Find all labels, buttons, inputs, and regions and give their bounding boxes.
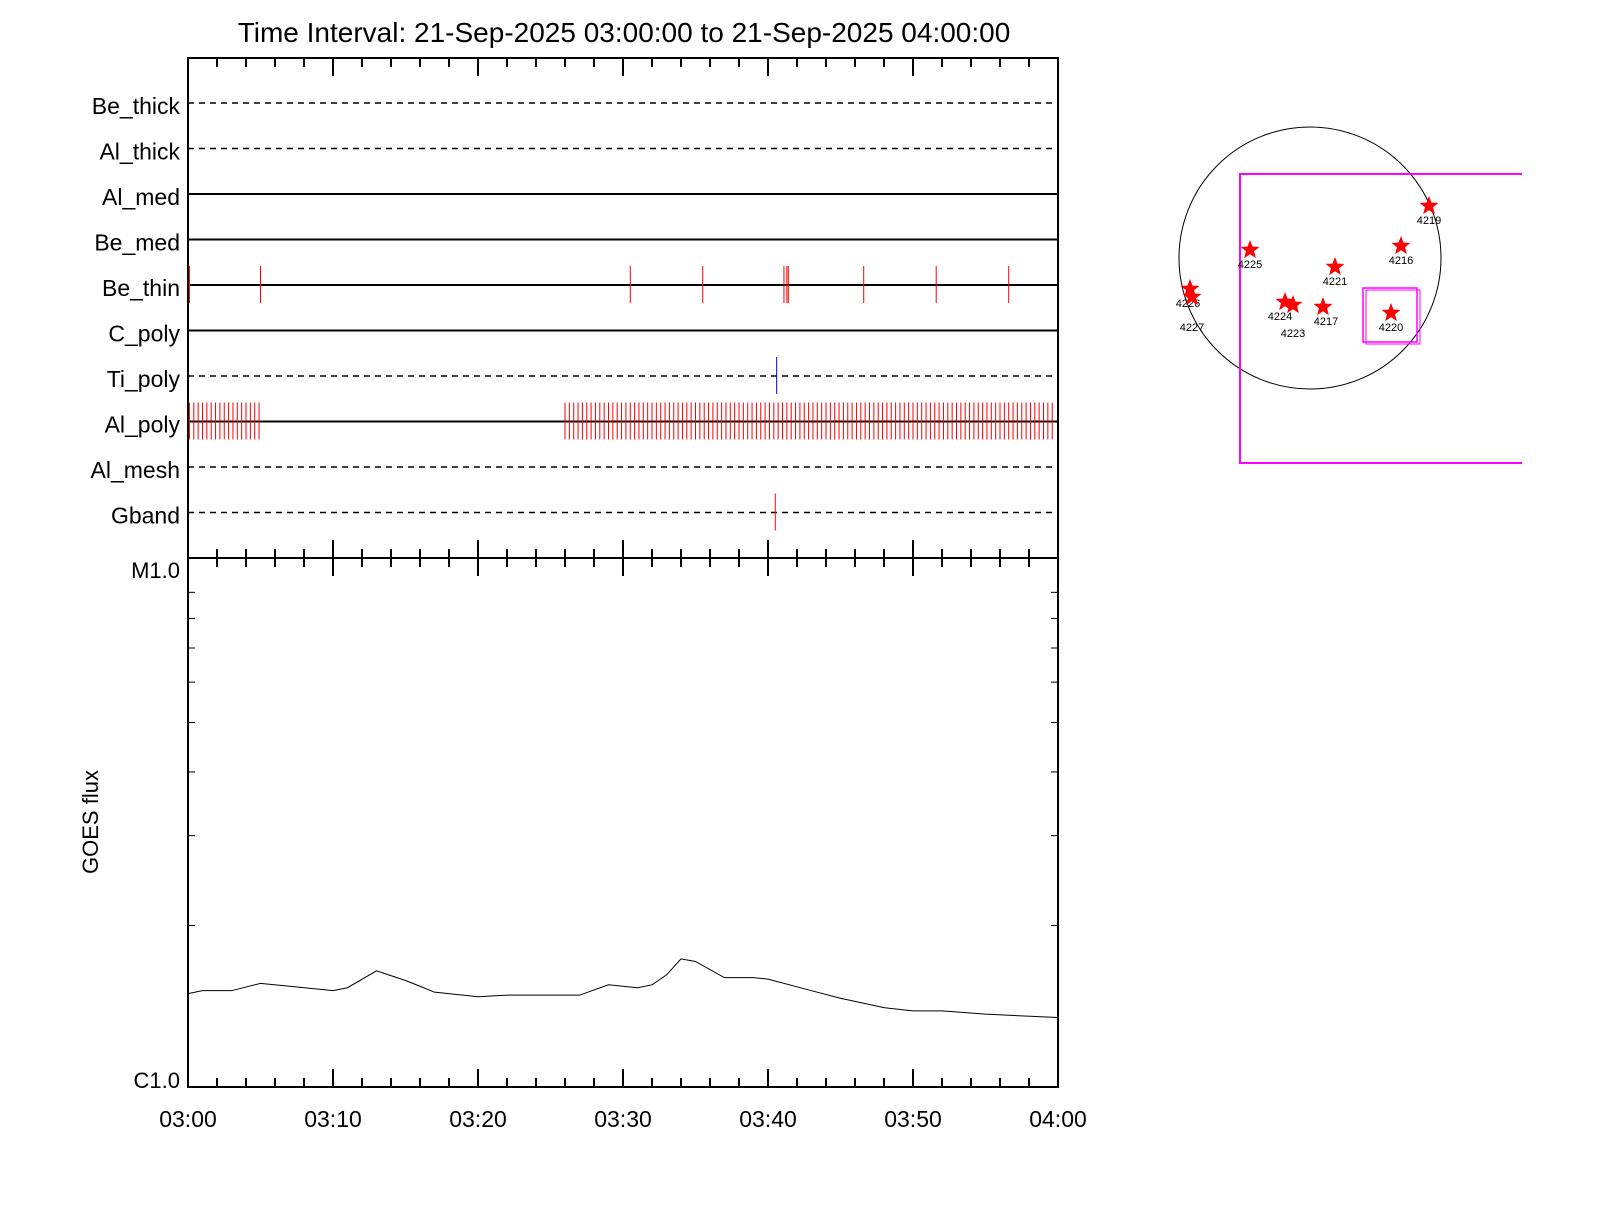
active-region-star-4226 (1180, 279, 1200, 298)
fov-box-small (1362, 287, 1418, 343)
channel-label-Be_thin: Be_thin (102, 275, 180, 301)
channel-label-Al_mesh: Al_mesh (91, 457, 180, 483)
event-panel-frame (187, 57, 1059, 559)
active-region-label-4216: 4216 (1389, 255, 1413, 267)
x-tick-label: 03:40 (739, 1106, 797, 1132)
active-region-star-4216 (1391, 236, 1411, 255)
active-region-label-4225: 4225 (1238, 259, 1262, 271)
goes-flux-line (187, 958, 1059, 1019)
active-region-label-4221: 4221 (1323, 276, 1347, 288)
y-axis-label: GOES flux (78, 770, 103, 874)
active-region-star-4223 (1283, 295, 1303, 314)
channel-label-C_poly: C_poly (108, 321, 180, 347)
channel-label-Be_thick: Be_thick (92, 93, 181, 119)
x-tick-label: 03:50 (884, 1106, 942, 1132)
y-tick-label: M1.0 (131, 558, 180, 583)
active-region-label-4227: 4227 (1180, 322, 1204, 334)
active-region-star-4225 (1240, 240, 1260, 259)
channel-label-Al_med: Al_med (102, 184, 180, 210)
x-tick-label: 03:20 (449, 1106, 507, 1132)
active-region-star-4227 (1182, 287, 1202, 306)
active-region-star-4217 (1313, 297, 1333, 316)
channel-label-Gband: Gband (111, 503, 180, 529)
channel-label-Al_poly: Al_poly (105, 412, 181, 438)
x-tick-label: 04:00 (1029, 1106, 1087, 1132)
chart-title: Time Interval: 21-Sep-2025 03:00:00 to 2… (238, 17, 1011, 48)
x-tick-label: 03:10 (304, 1106, 362, 1132)
channel-label-Al_thick: Al_thick (99, 139, 180, 165)
active-region-star-4224 (1275, 292, 1295, 311)
x-tick-label: 03:30 (594, 1106, 652, 1132)
goes-panel-frame (187, 557, 1059, 1088)
active-region-label-4220: 4220 (1379, 322, 1403, 334)
active-region-star-4220 (1381, 303, 1401, 322)
active-region-star-4221 (1325, 257, 1345, 276)
channel-label-Be_med: Be_med (94, 230, 180, 256)
y-tick-label: C1.0 (134, 1068, 180, 1093)
active-region-label-4219: 4219 (1417, 215, 1441, 227)
active-region-label-4217: 4217 (1314, 316, 1338, 328)
active-region-label-4224: 4224 (1268, 311, 1292, 323)
active-region-label-4223: 4223 (1281, 328, 1305, 340)
active-region-star-4219 (1419, 196, 1439, 215)
channel-label-Ti_poly: Ti_poly (107, 366, 181, 392)
solar-disk (1178, 126, 1442, 390)
fov-box-large (1239, 173, 1522, 464)
fov-box-small (1365, 289, 1421, 345)
x-tick-label: 03:00 (159, 1106, 217, 1132)
